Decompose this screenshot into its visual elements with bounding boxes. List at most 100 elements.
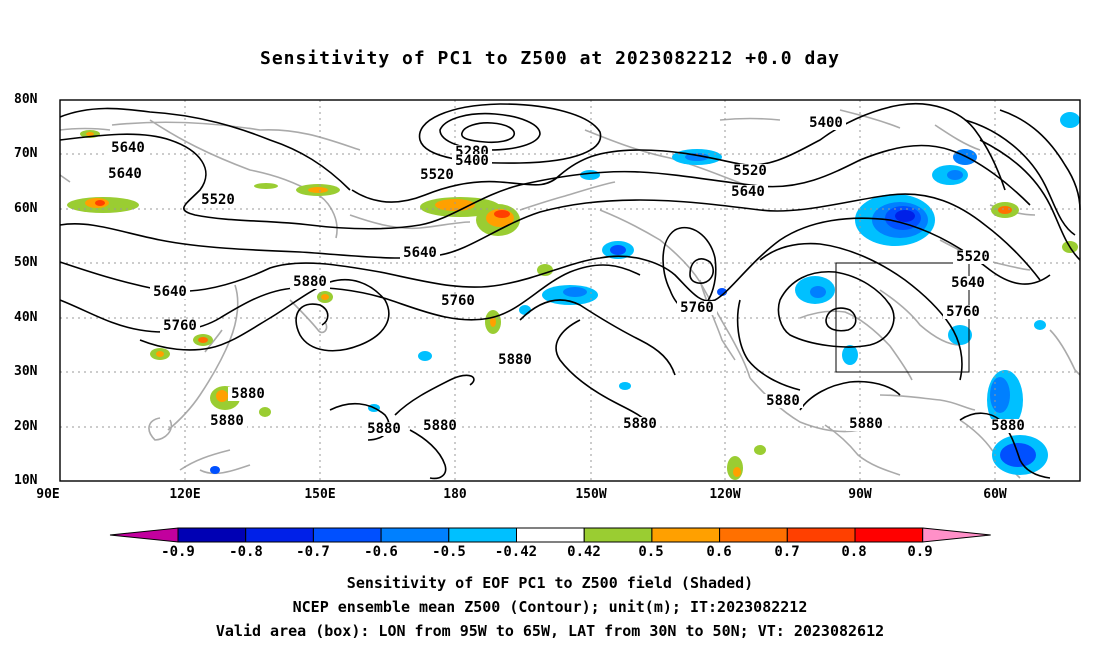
colorbar-tick: -0.5 [432, 544, 466, 560]
colorbar-extend-low [109, 527, 179, 543]
colorbar-swatch [719, 527, 788, 543]
contour-label-bg [846, 417, 886, 431]
contour-label: 5880 [849, 416, 883, 432]
contour-label: 5640 [111, 140, 145, 156]
contour-label-bg [108, 141, 148, 155]
contour-label: 5880 [991, 418, 1025, 434]
contour-label-bg [730, 164, 770, 178]
contour-label-bg [105, 167, 145, 181]
lat-label: 70N [14, 146, 38, 161]
lon-label: 120W [709, 487, 741, 502]
contour-label-bg [495, 353, 535, 367]
lon-label: 150E [304, 487, 336, 502]
lat-label: 20N [14, 419, 38, 434]
contour-label: 5880 [210, 413, 244, 429]
contour-label-bg [150, 285, 190, 299]
caption-valid-area: Valid area (box): LON from 95W to 65W, L… [215, 622, 885, 640]
contour-label: 5520 [420, 167, 454, 183]
colorbar [109, 527, 991, 543]
contour-label: 5400 [455, 153, 489, 169]
contour-labels: 5640564055205280540055205400552056405640… [105, 115, 1028, 437]
colorbar-swatch [177, 527, 247, 543]
colorbar-tick: -0.42 [494, 544, 538, 560]
colorbar-swatch [380, 527, 450, 543]
colorbar-extend-high [922, 527, 991, 543]
contour-label: 5640 [951, 275, 985, 291]
contour-label-bg [988, 419, 1028, 433]
contour-label-bg [420, 419, 460, 433]
colorbar-tick: -0.7 [296, 544, 330, 560]
lat-label: 10N [14, 473, 38, 488]
lon-label: 150W [575, 487, 607, 502]
colorbar-tick: 0.8 [841, 544, 867, 560]
contour-label: 5760 [680, 300, 714, 316]
contour-label-bg [417, 168, 457, 182]
colorbar-swatch [583, 527, 653, 543]
lon-label: 120E [169, 487, 201, 502]
colorbar-swatch [312, 527, 382, 543]
colorbar-tick: -0.6 [364, 544, 398, 560]
contour-label-bg [943, 305, 983, 319]
lat-label: 50N [14, 255, 38, 270]
contour-label: 5760 [441, 293, 475, 309]
contour-label-bg [364, 422, 404, 436]
colorbar-swatch [448, 527, 517, 543]
lat-label: 30N [14, 364, 38, 379]
contour-label: 5640 [108, 166, 142, 182]
coastlines [59, 109, 1081, 479]
contour-label: 5640 [403, 245, 437, 261]
lon-label: 180 [443, 487, 467, 502]
contour-label: 5880 [367, 421, 401, 437]
contour-label: 5880 [231, 386, 265, 402]
colorbar-tick: 0.9 [907, 544, 933, 560]
contour-label: 5640 [731, 184, 765, 200]
lon-label: 60W [983, 487, 1007, 502]
contour-label-bg [677, 301, 717, 315]
lat-label: 40N [14, 310, 38, 325]
contour-label-bg [953, 250, 993, 264]
colorbar-tick: 0.42 [567, 544, 601, 560]
contour-label-bg [228, 387, 268, 401]
colorbar-swatch [245, 527, 314, 543]
contour-label: 5400 [809, 115, 843, 131]
contour-label-bg [207, 414, 247, 428]
contour-label: 5880 [423, 418, 457, 434]
contour-label: 5880 [498, 352, 532, 368]
contour-label-bg [806, 116, 846, 130]
map-frame [59, 99, 1081, 482]
caption-shaded: Sensitivity of EOF PC1 to Z500 field (Sh… [346, 574, 754, 592]
contour-label-bg [198, 193, 238, 207]
colorbar-tick: 0.5 [638, 544, 664, 560]
contour-label: 5880 [623, 416, 657, 432]
lat-label: 80N [14, 92, 38, 107]
contour-label-bg [620, 417, 660, 431]
contour-label: 5520 [201, 192, 235, 208]
contour-label-bg [728, 185, 768, 199]
contour-label-bg [452, 154, 492, 168]
contour-label: 5880 [293, 274, 327, 290]
contour-label: 5520 [733, 163, 767, 179]
colorbar-swatch [786, 527, 856, 543]
caption-contour: NCEP ensemble mean Z500 (Contour); unit(… [292, 598, 808, 616]
z500-contours [59, 102, 1081, 480]
colorbar-swatch [651, 527, 721, 543]
contour-label-bg [400, 246, 440, 260]
lat-label: 60N [14, 201, 38, 216]
contour-label: 5520 [956, 249, 990, 265]
map-title: Sensitivity of PC1 to Z500 at 2023082212… [259, 48, 840, 69]
contour-label: 5760 [163, 318, 197, 334]
colorbar-tick: -0.9 [161, 544, 195, 560]
lon-label: 90E [36, 487, 60, 502]
lon-label: 90W [848, 487, 872, 502]
contour-label-bg [290, 275, 330, 289]
contour-label: 5760 [946, 304, 980, 320]
contour-label: 5880 [766, 393, 800, 409]
contour-label-bg [948, 276, 988, 290]
contour-label-bg [438, 294, 478, 308]
contour-label-bg [763, 394, 803, 408]
colorbar-tick: 0.6 [706, 544, 732, 560]
colorbar-tick: 0.7 [774, 544, 800, 560]
contour-label-bg [160, 319, 200, 333]
contour-label: 5640 [153, 284, 187, 300]
